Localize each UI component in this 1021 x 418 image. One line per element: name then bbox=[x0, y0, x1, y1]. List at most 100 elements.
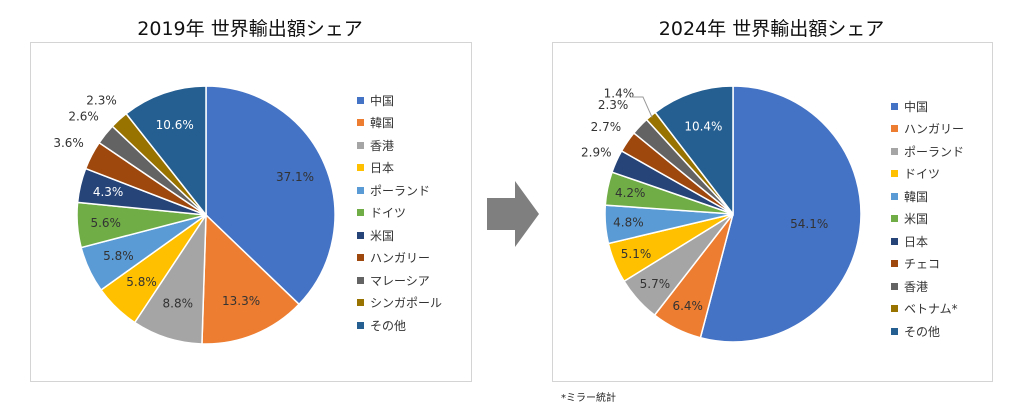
legend-item: ドイツ bbox=[357, 202, 442, 225]
legend-label: マレーシア bbox=[370, 273, 430, 288]
data-label: 2.9% bbox=[581, 145, 612, 159]
footnote: *ミラー統計 bbox=[561, 393, 616, 404]
pie-svg-2019: 37.1% 13.3% 8.8% 5.8% 5.8% 5.6% 4.3% 3.6% 2.6% 2.… bbox=[53, 85, 336, 345]
data-label: 8.8% bbox=[163, 297, 194, 311]
legend-label: 米国 bbox=[370, 228, 395, 243]
data-label: 2.3% bbox=[598, 98, 629, 112]
legend-label: 中国 bbox=[904, 99, 929, 114]
legend-item: その他 bbox=[891, 320, 964, 343]
data-label: 2.7% bbox=[591, 120, 622, 134]
data-label: 10.4% bbox=[684, 120, 722, 134]
data-label: 37.1% bbox=[276, 170, 314, 184]
legend-label: シンガポール bbox=[370, 296, 443, 311]
legend-2019: 中国韓国香港日本ポーランドドイツ米国ハンガリーマレーシアシンガポール その他 bbox=[357, 89, 442, 337]
chart-title-2024: 2024年 世界輸出額シェア bbox=[658, 18, 885, 40]
legend-label: ハンガリー bbox=[370, 251, 431, 266]
legend-label: ドイツ bbox=[370, 206, 407, 221]
legend-swatch bbox=[891, 192, 898, 200]
data-label: 4.2% bbox=[615, 186, 646, 200]
legend-label: その他 bbox=[370, 318, 407, 333]
legend-swatch bbox=[357, 231, 364, 239]
data-label: 6.4% bbox=[672, 299, 703, 313]
legend-label: 韓国 bbox=[370, 116, 395, 131]
data-label: 5.1% bbox=[621, 247, 652, 261]
legend-swatch bbox=[891, 215, 898, 223]
legend-label: 香港 bbox=[370, 138, 395, 153]
legend-item: 香港 bbox=[357, 134, 442, 157]
data-label: 4.3% bbox=[93, 185, 124, 199]
legend-item: 韓国 bbox=[357, 112, 442, 135]
data-label: 3.6% bbox=[53, 136, 84, 150]
legend-item: 韓国 bbox=[891, 185, 964, 208]
legend-label: 日本 bbox=[904, 234, 929, 249]
legend-swatch bbox=[891, 170, 898, 178]
legend-swatch bbox=[891, 305, 898, 313]
legend-item: 日本 bbox=[891, 230, 964, 253]
legend-item: 中国 bbox=[891, 95, 964, 118]
pie-slice bbox=[205, 85, 336, 306]
legend-item: 中国 bbox=[357, 89, 442, 112]
data-label: 2.3% bbox=[86, 94, 117, 108]
data-label: 1.4% bbox=[604, 86, 635, 100]
legend-item: 香港 bbox=[891, 275, 964, 298]
legend-label: ハンガリー bbox=[904, 122, 965, 137]
legend-swatch bbox=[357, 119, 364, 127]
legend-swatch bbox=[357, 299, 364, 307]
pie-slice bbox=[201, 213, 301, 345]
legend-swatch bbox=[891, 147, 898, 155]
leader-line bbox=[631, 96, 653, 118]
legend-label: 日本 bbox=[370, 161, 395, 176]
legend-swatch bbox=[357, 276, 364, 284]
legend-item: 米国 bbox=[891, 208, 964, 231]
chart-title-2019: 2019年 世界輸出額シェア bbox=[137, 18, 363, 40]
pie-slice bbox=[699, 85, 862, 343]
right-arrow-icon bbox=[487, 181, 539, 251]
legend-label: ポーランド bbox=[370, 183, 431, 198]
pie-slice bbox=[654, 85, 734, 217]
legend-swatch bbox=[891, 327, 898, 335]
legend-label: 中国 bbox=[370, 93, 395, 108]
legend-item: チェコ bbox=[891, 253, 964, 276]
legend-swatch bbox=[357, 209, 364, 217]
legend-item: ハンガリー bbox=[891, 118, 964, 141]
pie-chart-2019: 37.1% 13.3% 8.8% 5.8% 5.8% 5.6% 4.3% 3.6% 2.6% 2.… bbox=[30, 42, 472, 382]
legend-item: シンガポール bbox=[357, 292, 442, 315]
legend-item: その他 bbox=[357, 314, 442, 337]
legend-swatch bbox=[357, 321, 364, 329]
legend-label: チェコ bbox=[904, 257, 941, 272]
legend-item: ハンガリー bbox=[357, 247, 442, 270]
legend-item: ドイツ bbox=[891, 163, 964, 186]
data-label: 10.6% bbox=[156, 118, 194, 132]
data-label: 5.6% bbox=[90, 216, 121, 230]
legend-label: 韓国 bbox=[904, 189, 929, 204]
legend-swatch bbox=[357, 141, 364, 149]
legend-label: 香港 bbox=[904, 279, 929, 294]
data-label: 5.8% bbox=[103, 249, 133, 263]
legend-label: その他 bbox=[904, 324, 941, 339]
legend-swatch bbox=[357, 254, 364, 262]
data-label: 5.7% bbox=[640, 277, 671, 291]
data-label: 4.8% bbox=[613, 216, 644, 230]
pie-chart-2024: 54.1% 6.4% 5.7% 5.1% 4.8% 4.2% 2.9% 2.7% 2.3% 1.4… bbox=[552, 42, 993, 382]
legend-swatch bbox=[891, 260, 898, 268]
data-label: 5.8% bbox=[126, 275, 157, 289]
legend-item: 日本 bbox=[357, 157, 442, 180]
legend-item: ベトナム* bbox=[891, 298, 964, 321]
pie-slice bbox=[125, 85, 207, 218]
pie-svg-2024: 54.1% 6.4%5.7% 5.1% 4.8% 4.2% 2.9% 2.7% 2.3%1.4… bbox=[581, 85, 862, 343]
legend-swatch bbox=[891, 125, 898, 133]
legend-item: ポーランド bbox=[357, 179, 442, 202]
legend-item: ポーランド bbox=[891, 140, 964, 163]
legend-item: マレーシア bbox=[357, 269, 442, 292]
legend-swatch bbox=[891, 282, 898, 290]
legend-2024: 中国ハンガリーポーランドドイツ韓国米国日本チェコ香港ベトナム* その他 bbox=[891, 95, 964, 343]
legend-swatch bbox=[891, 237, 898, 245]
legend-label: ポーランド bbox=[904, 144, 965, 159]
data-label: 54.1% bbox=[790, 217, 828, 231]
legend-swatch bbox=[357, 96, 364, 104]
legend-swatch bbox=[357, 186, 364, 194]
legend-item: 米国 bbox=[357, 224, 442, 247]
legend-label: ドイツ bbox=[904, 167, 941, 182]
data-label: 2.6% bbox=[68, 110, 99, 124]
legend-swatch bbox=[357, 164, 364, 172]
